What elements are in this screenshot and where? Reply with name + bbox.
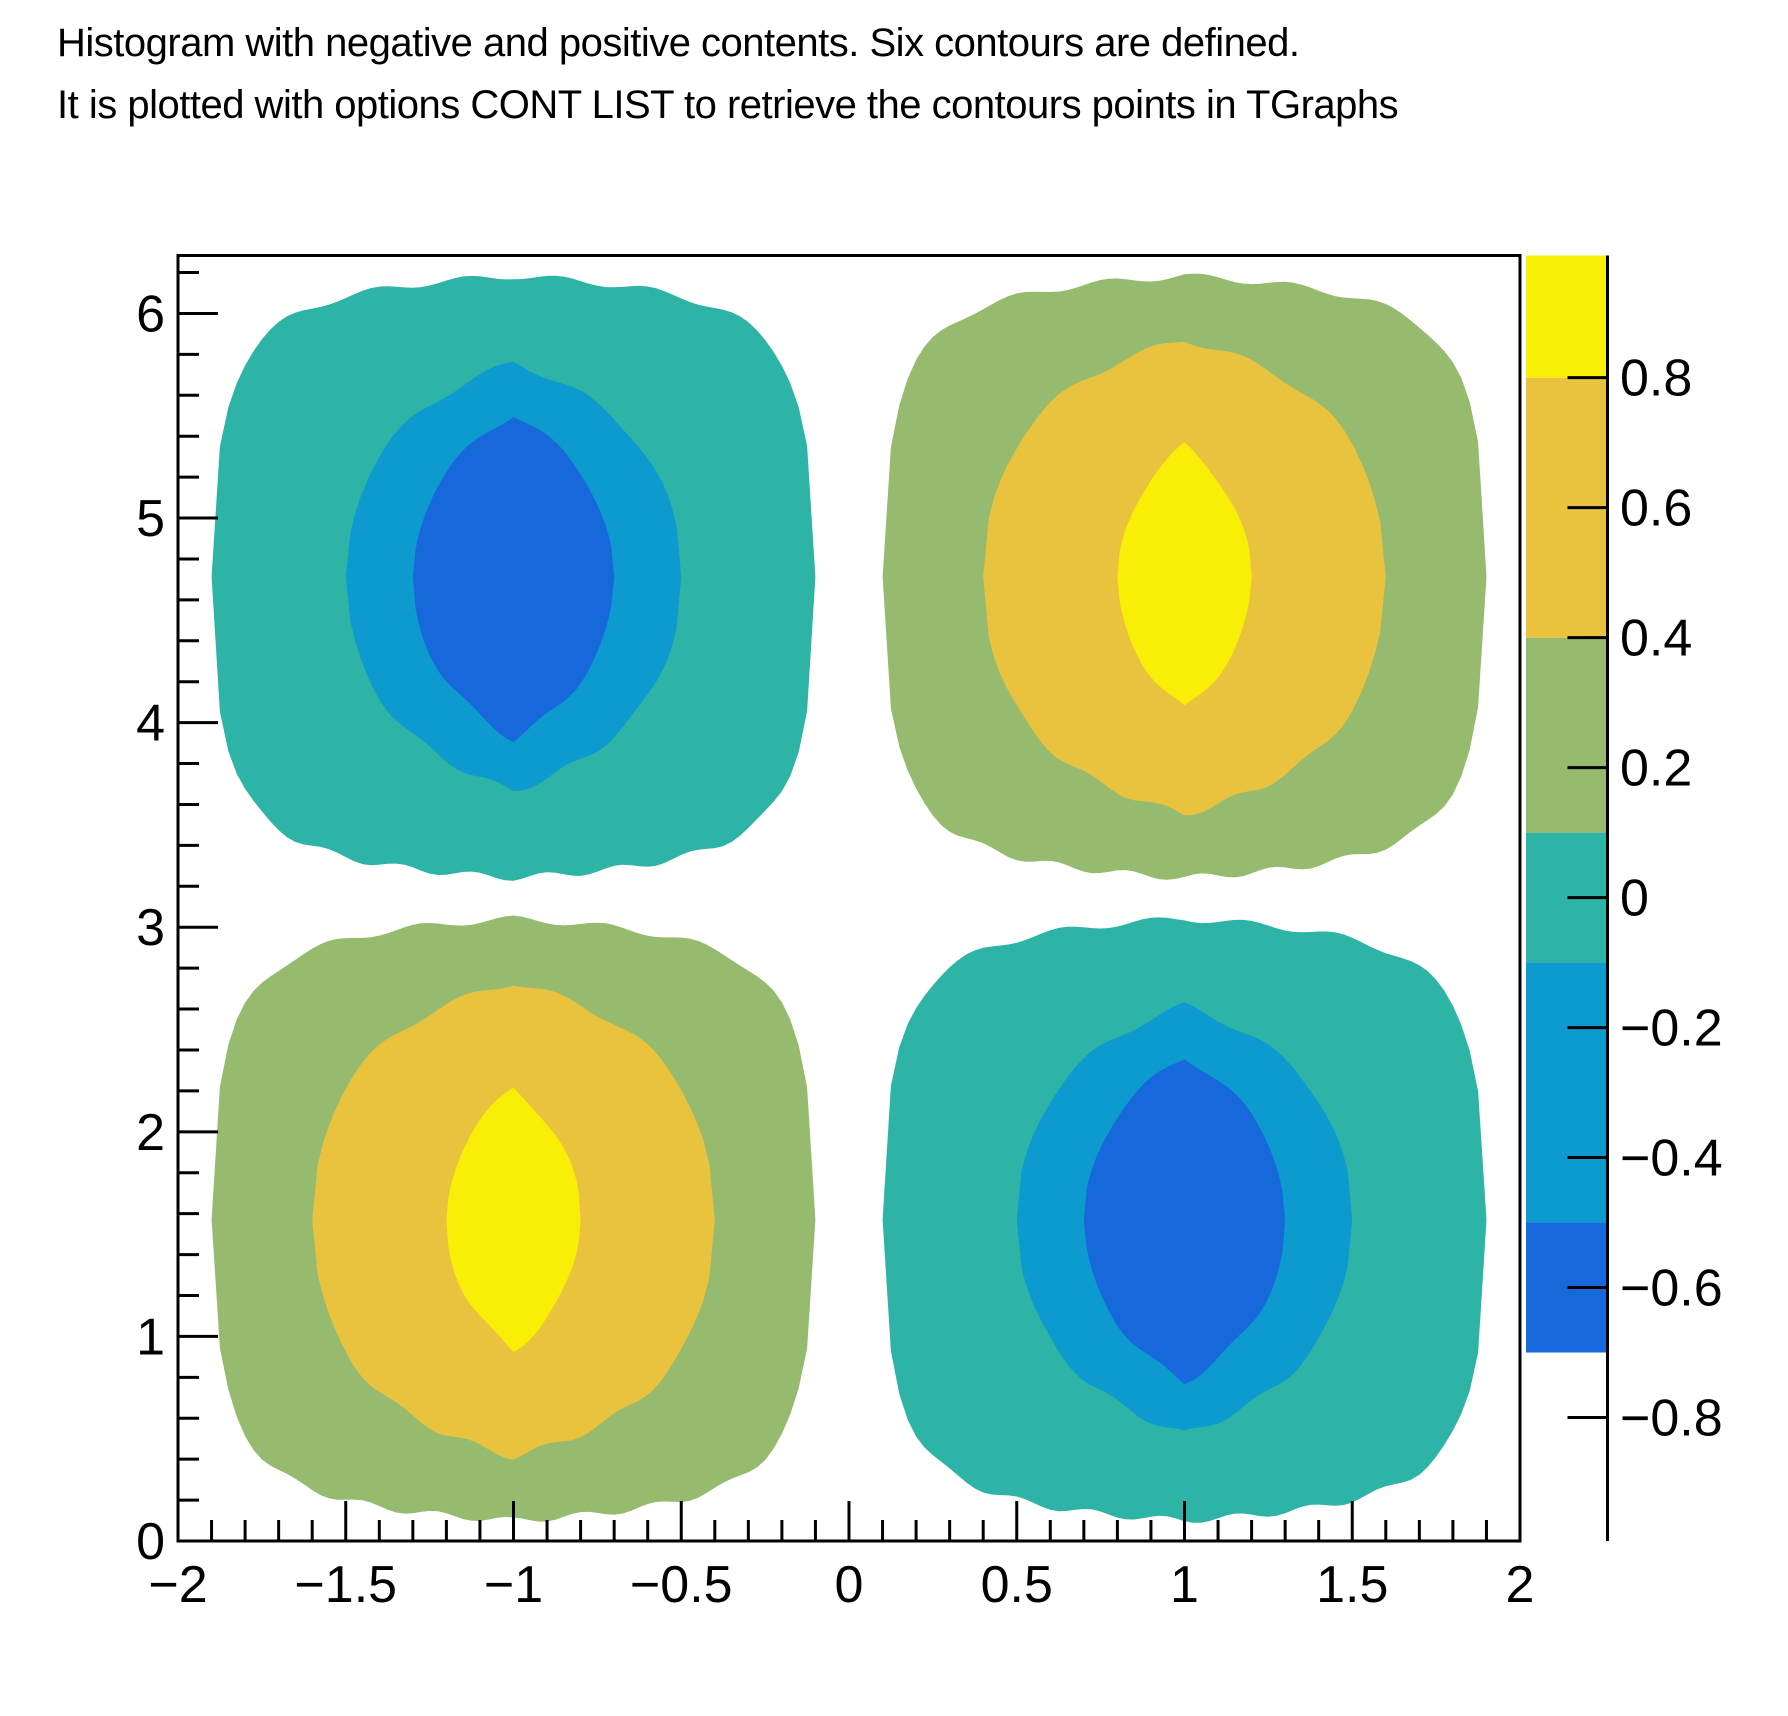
x-axis-tick-label: 0.5 bbox=[981, 1556, 1053, 1614]
contour-band-top-right-positive-level-0.8 bbox=[1117, 442, 1252, 706]
x-axis-tick-label: −2 bbox=[148, 1556, 207, 1614]
y-axis-tick-label: 6 bbox=[136, 285, 165, 343]
x-axis-tick-label: 0 bbox=[835, 1556, 864, 1614]
contour-band-bottom-right-negative-level-0.7 bbox=[1083, 1059, 1286, 1385]
chart-root: −2 −1.5 −1 −0.5 0 0.5 1 1.5 2 0 1 2 3 4 5 6 −0.8 −0.6 −0.4… bbox=[136, 254, 1723, 1614]
plot-title-line1: Histogram with negative and positive con… bbox=[57, 21, 1299, 65]
x-axis-tick-label: 1 bbox=[1170, 1556, 1199, 1614]
x-axis-tick-label: 2 bbox=[1506, 1556, 1535, 1614]
y-axis-tick-label: 0 bbox=[136, 1513, 165, 1571]
y-axis-tick-label: 5 bbox=[136, 490, 165, 548]
y-axis-tick-label: 4 bbox=[136, 695, 165, 753]
palette-tick-label: −0.2 bbox=[1620, 1000, 1723, 1058]
x-axis-tick-label: −1 bbox=[484, 1556, 543, 1614]
y-axis-tick-label: 3 bbox=[136, 899, 165, 957]
palette-box--0.5-to--0.1 bbox=[1526, 962, 1608, 1223]
x-axis-tick-label: 1.5 bbox=[1316, 1556, 1388, 1614]
palette-tick-label: −0.6 bbox=[1620, 1260, 1723, 1318]
palette-tick-label: 0.4 bbox=[1620, 610, 1692, 668]
y-axis-tick-label: 2 bbox=[136, 1104, 165, 1162]
palette-tick-label: 0.6 bbox=[1620, 480, 1692, 538]
palette-tick-label: −0.8 bbox=[1620, 1390, 1723, 1448]
palette-box-0.8-to-0.988 bbox=[1526, 255, 1608, 378]
plot-title-line2: It is plotted with options CONT LIST to … bbox=[57, 83, 1398, 127]
contour-band-bottom-left-positive-level-0.8 bbox=[446, 1087, 581, 1352]
x-axis-tick-label: −1.5 bbox=[294, 1556, 397, 1614]
x-axis-tick-label: −0.5 bbox=[630, 1556, 733, 1614]
palette-tick-label: −0.4 bbox=[1620, 1130, 1723, 1188]
palette-tick-label: 0.8 bbox=[1620, 350, 1692, 408]
contour-band-top-left-negative-level-0.7 bbox=[412, 417, 615, 743]
palette-tick-label: 0 bbox=[1620, 870, 1649, 928]
y-axis-tick-label: 1 bbox=[136, 1308, 165, 1366]
palette-tick-label: 0.2 bbox=[1620, 740, 1692, 798]
palette-box-0.1-to-0.4 bbox=[1526, 637, 1608, 833]
